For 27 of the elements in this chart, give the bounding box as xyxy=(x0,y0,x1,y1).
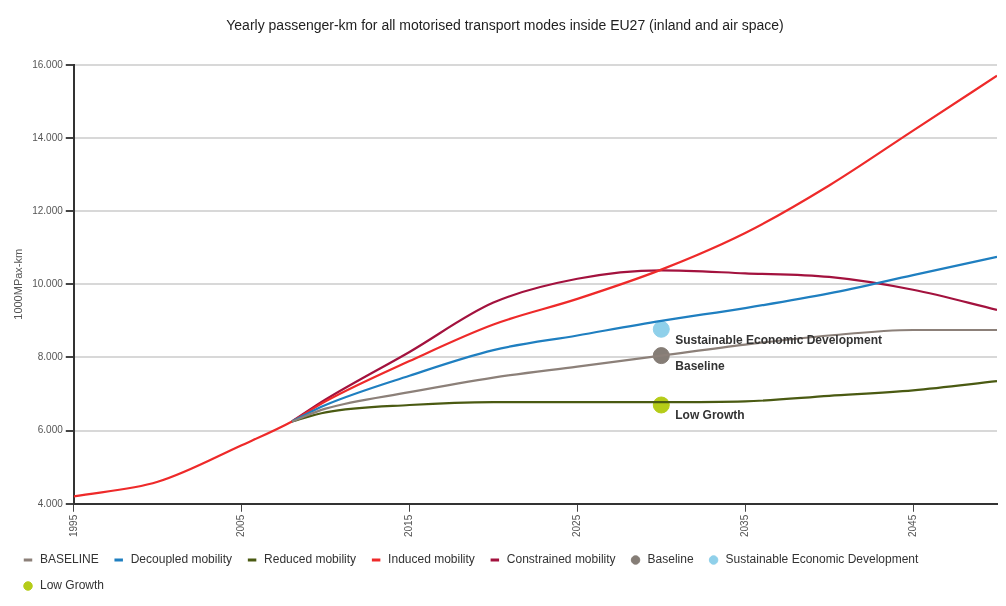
x-tick-label: 2015 xyxy=(403,514,415,537)
legend-label: Constrained mobility xyxy=(506,552,616,567)
x-tick-label: 2045 xyxy=(906,514,918,537)
y-tick-label: 14.000 xyxy=(32,131,64,143)
y-axis-title: 1000MPax-km xyxy=(11,248,24,320)
y-tick-label: 16.000 xyxy=(32,58,64,70)
y-tick-label: 10.000 xyxy=(32,278,64,290)
y-tick-label: 6.000 xyxy=(37,424,64,436)
legend-label: Reduced mobility xyxy=(264,552,357,567)
legend-label: Decoupled mobility xyxy=(130,552,233,567)
x-tick-label: 2025 xyxy=(571,514,583,537)
y-tick-label: 12.000 xyxy=(32,204,64,216)
line-series xyxy=(73,74,997,498)
legend-label: BASELINE xyxy=(40,552,99,567)
y-tick-label: 8.000 xyxy=(37,351,64,363)
chart-title: Yearly passenger-km for all motorised transport modes inside EU27 (inland and air space) xyxy=(226,17,784,34)
legend-label: Sustainable Economic Development xyxy=(725,552,920,567)
legend-label: Induced mobility xyxy=(388,552,475,567)
x-tick-label: 1995 xyxy=(67,514,79,537)
text: Low Growth xyxy=(675,408,745,423)
legend-label: Baseline xyxy=(647,552,694,567)
y-tick-label: 4.000 xyxy=(37,497,64,509)
x-tick-label: 2005 xyxy=(235,514,247,537)
line-series xyxy=(290,328,997,423)
legend-label: Low Growth xyxy=(40,578,105,593)
text: Baseline xyxy=(675,358,725,373)
x-tick-label: 2035 xyxy=(738,514,750,537)
